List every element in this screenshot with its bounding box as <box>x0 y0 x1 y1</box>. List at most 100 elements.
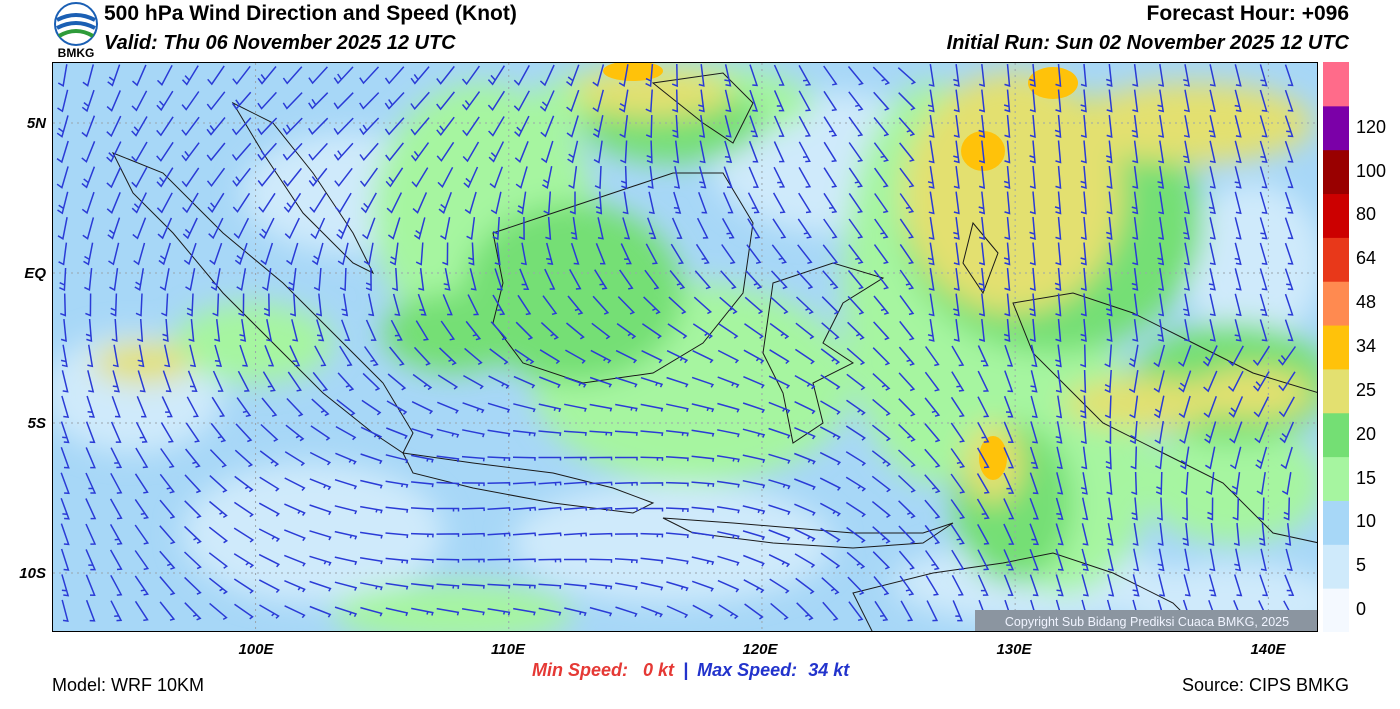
wind-barb <box>160 422 174 443</box>
bmkg-logo: BMKG <box>52 0 100 62</box>
wind-barb <box>691 556 715 566</box>
wind-barb <box>953 293 960 317</box>
wind-barb <box>440 217 451 241</box>
wind-barb <box>315 293 323 317</box>
wind-barb <box>333 66 354 85</box>
wind-barb <box>1256 471 1266 496</box>
wind-barb <box>564 583 587 590</box>
wind-barb <box>873 167 889 188</box>
wind-barb <box>593 140 603 164</box>
wind-barb <box>953 89 960 113</box>
wind-barb <box>848 244 864 265</box>
wind-barb <box>874 600 889 622</box>
wind-barb <box>768 375 791 389</box>
wind-barb <box>620 243 632 265</box>
wind-barb <box>109 549 123 571</box>
wind-barb <box>695 243 710 265</box>
wind-barb <box>749 89 759 112</box>
wind-barb <box>1106 319 1113 342</box>
wind-barb <box>950 422 965 443</box>
wind-barb <box>928 114 935 138</box>
wind-barb <box>795 296 814 315</box>
wind-barb <box>411 607 434 616</box>
wind-barb <box>1132 522 1139 546</box>
wind-barb <box>520 242 527 266</box>
wind-barb <box>160 448 175 469</box>
wind-barb <box>1055 165 1062 190</box>
wind-barb <box>231 117 252 136</box>
wind-barb <box>570 242 580 265</box>
wind-barb <box>563 430 587 436</box>
wind-barb <box>181 65 199 86</box>
wind-barb <box>564 403 587 412</box>
wind-barb <box>84 268 93 292</box>
wind-barb <box>592 115 604 138</box>
wind-barb <box>1003 421 1014 443</box>
wind-barb <box>848 116 864 137</box>
wind-barb <box>308 117 329 135</box>
wind-barb <box>1231 471 1241 496</box>
wind-barb <box>336 217 351 240</box>
wind-barb <box>1157 523 1164 546</box>
wind-barb <box>798 141 811 163</box>
wind-barb <box>1181 497 1188 521</box>
wind-barb <box>927 89 935 113</box>
wind-barb <box>85 498 97 520</box>
wind-barb <box>206 167 226 188</box>
malay-peninsula-outline <box>231 101 375 275</box>
colorbar-swatches <box>1323 62 1349 633</box>
wind-barb <box>1055 344 1062 368</box>
wind-barb <box>671 63 678 88</box>
colorbar-level-label: 64 <box>1356 248 1377 269</box>
wind-barb <box>214 319 221 342</box>
wind-barb <box>977 396 990 418</box>
wind-barb <box>211 396 226 418</box>
wind-barb <box>61 574 70 597</box>
wind-barb <box>773 64 785 86</box>
wind-barb <box>845 476 867 492</box>
wind-barb <box>798 192 812 214</box>
wind-barb <box>590 349 612 364</box>
wind-barb <box>183 551 202 570</box>
wind-barb <box>846 399 866 416</box>
wind-barb <box>1234 217 1242 240</box>
wind-barb <box>1030 370 1038 393</box>
wind-barb <box>846 526 866 544</box>
wind-barb <box>1284 268 1294 291</box>
wind-barb <box>258 528 281 543</box>
wind-barb <box>1284 217 1294 240</box>
wind-barb <box>316 319 325 342</box>
wind-barb <box>897 67 917 85</box>
wind-barb <box>823 192 838 214</box>
wind-barb <box>569 269 582 290</box>
wind-barb <box>462 116 480 137</box>
wind-barb <box>1279 421 1295 444</box>
wind-barb <box>384 117 405 136</box>
wind-barb <box>1131 115 1139 138</box>
wind-barb <box>282 142 303 161</box>
wind-barb <box>564 607 587 617</box>
wind-barb <box>436 428 460 438</box>
wind-barb <box>1155 446 1164 470</box>
wind-barb <box>1208 115 1216 138</box>
wind-barb <box>1132 242 1139 266</box>
wind-barb <box>156 116 174 137</box>
wind-barb <box>570 216 578 240</box>
wind-barb <box>898 525 916 545</box>
wind-barb <box>1029 89 1036 113</box>
wind-barb <box>112 370 120 393</box>
wind-barb <box>928 267 935 291</box>
wind-barb <box>1056 472 1064 495</box>
wind-barb <box>233 578 254 594</box>
wind-barb <box>618 64 629 87</box>
halmahera-outline <box>962 221 999 295</box>
wind-barb <box>927 165 935 189</box>
wind-barb <box>1055 242 1062 266</box>
wind-barb <box>950 524 965 545</box>
wind-barb <box>744 603 764 620</box>
wind-barb <box>615 349 638 364</box>
wind-barb <box>82 217 95 240</box>
wind-barb <box>461 532 485 537</box>
wind-barb <box>1056 446 1063 470</box>
wind-barb <box>231 142 252 162</box>
